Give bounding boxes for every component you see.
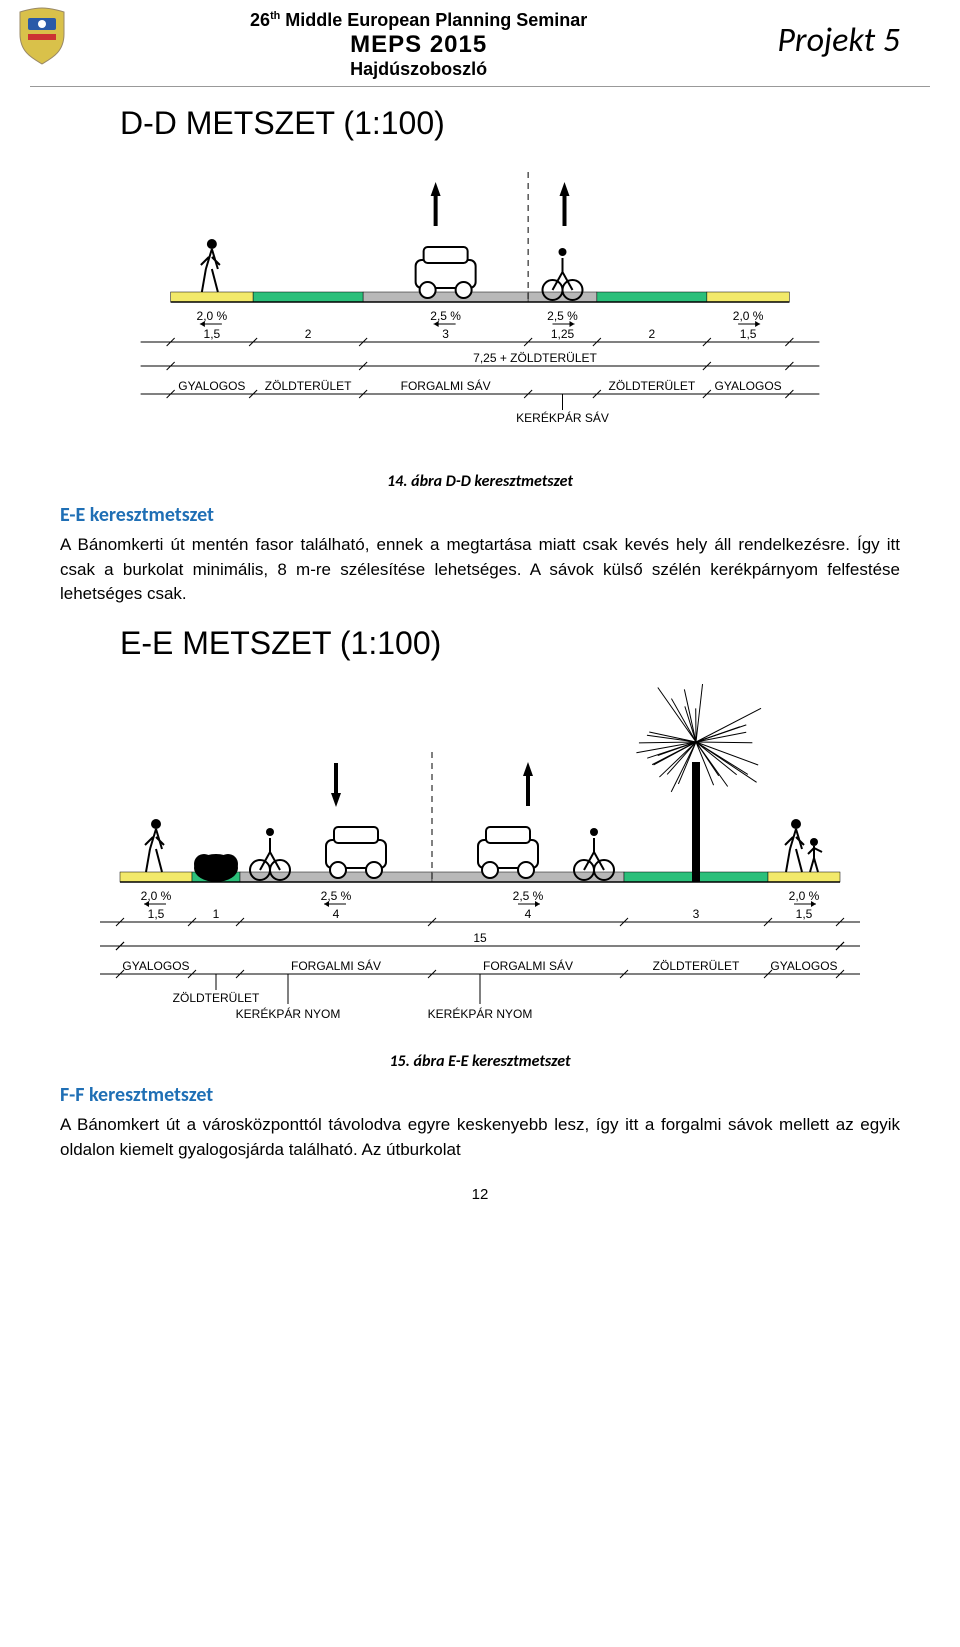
diagram-ee: 2,0 % 2,5 % 2,5 % 2,0 % 1,5 1 4 4 3 1,5 15 GYALOGOS… bbox=[100, 672, 860, 1032]
svg-text:2,5 %: 2,5 % bbox=[547, 309, 578, 323]
svg-text:GYALOGOS: GYALOGOS bbox=[178, 379, 245, 393]
svg-text:2,0 %: 2,0 % bbox=[733, 309, 764, 323]
svg-text:1,5: 1,5 bbox=[148, 907, 165, 921]
svg-text:3: 3 bbox=[442, 327, 449, 341]
svg-text:4: 4 bbox=[333, 907, 340, 921]
caption-ee: 15. ábra E-E keresztmetszet bbox=[0, 1052, 960, 1071]
svg-text:GYALOGOS: GYALOGOS bbox=[122, 959, 189, 973]
svg-text:FORGALMI SÁV: FORGALMI SÁV bbox=[291, 958, 381, 973]
para-ff: A Bánomkert út a városközponttól távolod… bbox=[60, 1113, 900, 1162]
svg-text:7,25 + ZÖLDTERÜLET: 7,25 + ZÖLDTERÜLET bbox=[473, 351, 597, 365]
svg-text:FORGALMI SÁV: FORGALMI SÁV bbox=[483, 958, 573, 973]
svg-text:1,5: 1,5 bbox=[204, 327, 221, 341]
svg-text:2,0 %: 2,0 % bbox=[197, 309, 228, 323]
svg-text:KERÉKPÁR SÁV: KERÉKPÁR SÁV bbox=[516, 410, 609, 425]
svg-text:3: 3 bbox=[693, 907, 700, 921]
svg-text:2,5 %: 2,5 % bbox=[430, 309, 461, 323]
heading-ff: F-F keresztmetszet bbox=[60, 1083, 960, 1107]
meps-title: MEPS 2015 bbox=[60, 31, 777, 59]
svg-text:FORGALMI SÁV: FORGALMI SÁV bbox=[401, 378, 491, 393]
city-name: Hajdúszoboszló bbox=[60, 59, 777, 80]
diagram-dd: 2,0 % 2,5 % 2,5 % 2,0 % 1,5 2 3 1,25 2 1,5 7,25 + … bbox=[100, 152, 860, 452]
project-label: Projekt 5 bbox=[777, 10, 900, 61]
seminar-line: 26th Middle European Planning Seminar bbox=[60, 10, 777, 31]
svg-text:ZÖLDTERÜLET: ZÖLDTERÜLET bbox=[609, 379, 696, 393]
svg-text:2: 2 bbox=[649, 327, 656, 341]
svg-text:1: 1 bbox=[213, 907, 220, 921]
svg-text:1,25: 1,25 bbox=[551, 327, 575, 341]
svg-text:GYALOGOS: GYALOGOS bbox=[770, 959, 837, 973]
page-header: 26th Middle European Planning Seminar ME… bbox=[30, 0, 930, 87]
caption-dd: 14. ábra D-D keresztmetszet bbox=[0, 472, 960, 491]
svg-text:GYALOGOS: GYALOGOS bbox=[715, 379, 782, 393]
svg-text:KERÉKPÁR NYOM: KERÉKPÁR NYOM bbox=[428, 1006, 533, 1021]
crest-icon bbox=[10, 4, 74, 68]
svg-text:4: 4 bbox=[525, 907, 532, 921]
svg-text:2: 2 bbox=[305, 327, 312, 341]
para-ee: A Bánomkerti út mentén fasor található, … bbox=[60, 533, 900, 607]
heading-ee: E-E keresztmetszet bbox=[60, 503, 960, 527]
svg-text:1,5: 1,5 bbox=[796, 907, 813, 921]
section-e-title: E-E METSZET (1:100) bbox=[120, 625, 960, 662]
page-number: 12 bbox=[0, 1186, 960, 1203]
svg-text:2,5 %: 2,5 % bbox=[513, 889, 544, 903]
svg-text:ZÖLDTERÜLET: ZÖLDTERÜLET bbox=[173, 991, 260, 1005]
svg-text:2,0 %: 2,0 % bbox=[141, 889, 172, 903]
svg-text:ZÖLDTERÜLET: ZÖLDTERÜLET bbox=[653, 959, 740, 973]
svg-text:2,0 %: 2,0 % bbox=[789, 889, 820, 903]
svg-text:KERÉKPÁR NYOM: KERÉKPÁR NYOM bbox=[236, 1006, 341, 1021]
section-d-title: D-D METSZET (1:100) bbox=[120, 105, 960, 142]
svg-text:1,5: 1,5 bbox=[740, 327, 757, 341]
svg-text:15: 15 bbox=[473, 931, 487, 945]
svg-text:2,5 %: 2,5 % bbox=[321, 889, 352, 903]
svg-text:ZÖLDTERÜLET: ZÖLDTERÜLET bbox=[265, 379, 352, 393]
